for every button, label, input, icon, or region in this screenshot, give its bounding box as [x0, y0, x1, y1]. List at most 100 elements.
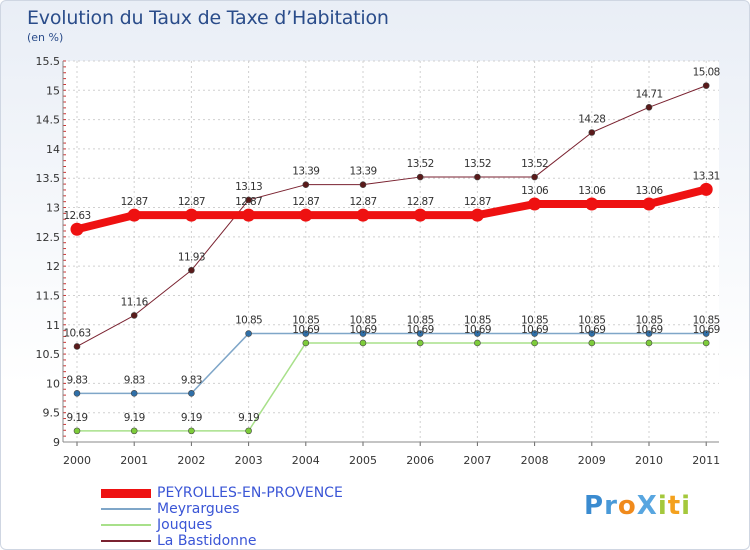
- data-point-meyrargues: [474, 330, 481, 337]
- data-label-la-bastidonne: 13.52: [521, 158, 548, 170]
- data-label-peyrolles-en-provence: 12.87: [407, 196, 434, 208]
- x-tick-label: 2001: [120, 454, 148, 467]
- data-point-la-bastidonne: [130, 312, 138, 319]
- legend-swatch: [101, 488, 151, 498]
- data-label-jouques: 9.19: [181, 412, 202, 424]
- data-point-peyrolles-en-provence: [127, 208, 141, 222]
- legend: PEYROLLES-EN-PROVENCE Meyrargues Jouques La…: [101, 485, 343, 549]
- data-label-peyrolles-en-provence: 12.87: [464, 196, 491, 208]
- y-tick-label: 12.5: [36, 231, 61, 244]
- x-tick-label: 2010: [635, 454, 663, 467]
- data-point-meyrargues: [245, 330, 252, 337]
- data-label-jouques: 10.69: [578, 324, 605, 336]
- data-point-meyrargues: [130, 390, 138, 397]
- data-label-jouques: 10.69: [693, 324, 720, 336]
- data-label-jouques: 9.19: [238, 412, 259, 424]
- data-label-la-bastidonne: 15.08: [693, 67, 720, 79]
- data-point-jouques: [130, 427, 138, 435]
- data-point-meyrargues: [531, 330, 538, 337]
- data-label-peyrolles-en-provence: 13.06: [578, 185, 606, 197]
- data-label-meyrargues: 10.85: [235, 315, 262, 327]
- y-tick-label: 13.5: [36, 172, 61, 185]
- data-point-peyrolles-en-provence: [184, 208, 198, 222]
- data-label-meyrargues: 10.85: [349, 315, 376, 327]
- data-label-peyrolles-en-provence: 13.06: [635, 185, 663, 197]
- data-label-peyrolles-en-provence: 12.63: [63, 210, 90, 222]
- x-tick-label: 2005: [349, 454, 377, 467]
- data-point-jouques: [73, 427, 81, 435]
- data-label-jouques: 10.69: [349, 324, 376, 336]
- data-label-meyrargues: 10.85: [521, 315, 548, 327]
- data-point-jouques: [188, 427, 195, 435]
- data-label-peyrolles-en-provence: 12.87: [349, 196, 376, 208]
- data-point-la-bastidonne: [702, 82, 710, 89]
- data-point-jouques: [245, 427, 252, 435]
- data-label-jouques: 10.69: [521, 324, 548, 336]
- data-label-la-bastidonne: 10.63: [63, 327, 90, 339]
- data-point-la-bastidonne: [416, 173, 424, 181]
- data-point-la-bastidonne: [588, 129, 596, 136]
- legend-label: Jouques: [157, 517, 213, 533]
- unit-label: (en %): [27, 31, 64, 44]
- y-tick-label: 11: [46, 319, 60, 332]
- data-label-la-bastidonne: 13.52: [407, 158, 434, 170]
- legend-label: PEYROLLES-EN-PROVENCE: [157, 485, 343, 501]
- x-tick-label: 2003: [235, 454, 263, 467]
- data-label-la-bastidonne: 13.13: [235, 181, 262, 193]
- data-point-peyrolles-en-provence: [356, 208, 370, 222]
- data-point-peyrolles-en-provence: [470, 208, 484, 222]
- data-point-meyrargues: [188, 390, 195, 397]
- x-tick-label: 2008: [521, 454, 549, 467]
- y-tick-label: 14.5: [36, 114, 61, 127]
- data-point-peyrolles-en-provence: [299, 208, 313, 222]
- data-label-meyrargues: 10.85: [578, 315, 605, 327]
- data-point-la-bastidonne: [73, 343, 81, 350]
- legend-swatch: [101, 524, 151, 526]
- data-label-jouques: 9.19: [124, 412, 145, 424]
- data-label-la-bastidonne: 14.28: [578, 114, 605, 126]
- data-label-peyrolles-en-provence: 13.06: [521, 185, 549, 197]
- data-label-meyrargues: 9.83: [124, 374, 145, 386]
- data-point-meyrargues: [416, 330, 424, 337]
- data-label-la-bastidonne: 14.71: [635, 88, 662, 100]
- series-line-meyrargues: [76, 332, 707, 395]
- data-point-jouques: [645, 339, 653, 347]
- data-point-la-bastidonne: [474, 173, 481, 181]
- y-tick-label: 9: [53, 436, 60, 449]
- data-point-la-bastidonne: [188, 266, 195, 274]
- data-point-peyrolles-en-provence: [585, 197, 599, 211]
- y-tick-label: 9.5: [43, 407, 61, 420]
- x-tick-label: 2002: [177, 454, 205, 467]
- data-label-peyrolles-en-provence: 13.31: [693, 170, 720, 182]
- data-label-jouques: 10.69: [635, 324, 662, 336]
- x-tick-label: 2006: [406, 454, 434, 467]
- data-point-jouques: [702, 339, 710, 347]
- legend-swatch: [101, 508, 151, 510]
- data-label-meyrargues: 10.85: [635, 315, 662, 327]
- chart-title: Evolution du Taux de Taxe d’Habitation: [27, 7, 389, 29]
- data-label-la-bastidonne: 13.39: [349, 166, 376, 178]
- data-point-jouques: [588, 339, 596, 347]
- data-point-la-bastidonne: [359, 181, 367, 188]
- legend-swatch: [101, 540, 151, 542]
- plot-area: [63, 61, 719, 442]
- data-point-jouques: [302, 339, 310, 347]
- data-label-jouques: 10.69: [464, 324, 491, 336]
- data-point-peyrolles-en-provence: [413, 208, 427, 222]
- data-label-meyrargues: 10.85: [292, 315, 319, 327]
- data-label-la-bastidonne: 13.39: [292, 166, 319, 178]
- series-line-jouques: [76, 342, 707, 432]
- data-point-jouques: [531, 339, 538, 347]
- data-label-meyrargues: 9.83: [67, 374, 88, 386]
- data-point-jouques: [474, 339, 481, 347]
- data-point-jouques: [359, 339, 367, 347]
- series-line-peyrolles-en-provence: [73, 185, 711, 234]
- data-point-meyrargues: [645, 330, 653, 337]
- data-point-la-bastidonne: [302, 181, 310, 188]
- data-point-peyrolles-en-provence: [642, 197, 656, 211]
- y-tick-label: 11.5: [36, 289, 61, 302]
- legend-label: Meyrargues: [157, 501, 240, 517]
- x-tick-label: 2009: [578, 454, 606, 467]
- data-point-la-bastidonne: [645, 104, 653, 111]
- data-point-meyrargues: [359, 330, 367, 337]
